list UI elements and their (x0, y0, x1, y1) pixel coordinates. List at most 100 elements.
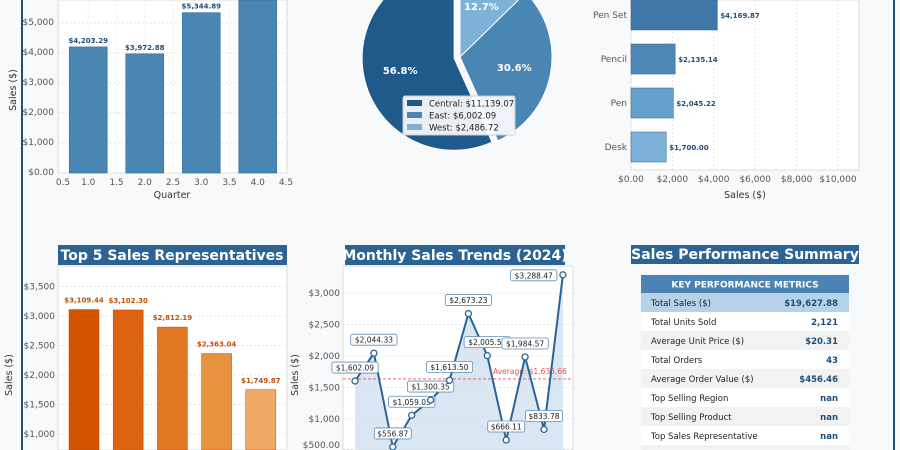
product-sales-chart: $0.00 $2,000 $4,000 $6,000 $8,000 $10,000 Pen … (593, 0, 860, 201)
y-tick-label: $2,000 (23, 108, 55, 118)
y-tick-label: $2,500 (24, 342, 56, 352)
data-label-box (407, 380, 455, 393)
x-tick-label: 2.0 (138, 178, 153, 188)
data-label: $2,045.22 (676, 100, 716, 108)
y-tick-label: $3,000 (24, 312, 56, 322)
table-row: Average Order Value ($) $456.46 (641, 369, 849, 388)
data-label: $2,673.23 (449, 296, 487, 305)
x-tick-label: 0.5 (56, 178, 70, 188)
table-row-bg (641, 331, 849, 350)
bar (68, 46, 108, 174)
y-tick-label: $3,000 (23, 78, 55, 88)
data-label-box (487, 420, 526, 433)
top-reps-chart: $1,000 $1,500 $2,000 $2,500 $3,000 $3,500 Top … (4, 245, 288, 450)
data-label-box (510, 269, 558, 282)
pie-pct-label: 30.6% (497, 63, 532, 74)
bar (630, 87, 674, 119)
table-row: Total Units Sold 2,121 (641, 312, 849, 331)
data-label-box (350, 333, 398, 346)
metric-label: Top Sales Representative (650, 432, 758, 442)
data-label-box (425, 360, 474, 373)
data-label: $1,602.09 (336, 364, 374, 373)
pie-pct-label: 12.7% (464, 2, 499, 13)
bar (125, 53, 165, 174)
average-label: Average: $1,635.66 (493, 367, 567, 376)
chart-title-banner (345, 245, 565, 265)
data-label: $833.78 (528, 412, 559, 421)
x-tick-label: 4.0 (251, 178, 266, 188)
y-tick-label: $1,500 (24, 401, 56, 411)
table-row-bg (641, 293, 849, 312)
data-label: $1,984.57 (506, 339, 544, 348)
x-tick-label: 1.0 (81, 178, 96, 188)
data-point (483, 352, 491, 360)
table-row-bg (641, 312, 849, 331)
metric-value: $19,627.88 (784, 299, 838, 309)
y-tick-label: $4,000 (23, 48, 55, 58)
bar (68, 309, 100, 450)
bar (201, 353, 232, 450)
x-tick-label: $8,000 (781, 175, 813, 185)
data-point (389, 443, 397, 450)
data-label: $556.87 (377, 429, 408, 438)
pie-slice-west (459, 0, 519, 59)
data-label: $1,059.03 (393, 398, 431, 407)
table-row: Top Selling Product nan (641, 407, 849, 426)
table-row: Total Orders 43 (641, 350, 849, 369)
data-label: $2,812.19 (153, 314, 193, 322)
y-tick-label: $1,500 (309, 384, 341, 394)
metric-label: Average Order Value ($) (651, 375, 754, 385)
x-axis-label: Quarter (154, 190, 191, 201)
data-label: $4,169.87 (720, 12, 760, 20)
data-label-box (525, 410, 563, 422)
data-label: $3,288.47 (515, 271, 553, 280)
data-point (502, 436, 510, 444)
category-label: Desk (605, 143, 628, 153)
bar (630, 131, 667, 163)
data-label: $4,203.29 (69, 37, 109, 45)
metric-value: nan (820, 432, 838, 442)
metric-label: Total Orders (650, 356, 703, 366)
data-label: $1,613.50 (430, 363, 468, 372)
bar (245, 389, 277, 450)
bar (238, 0, 278, 174)
data-label: $2,363.04 (197, 341, 237, 349)
metric-value: 43 (826, 356, 838, 366)
data-point (445, 376, 454, 384)
data-label-box (444, 294, 492, 306)
data-label: $2,044.33 (355, 336, 393, 345)
table-row: Total Sales ($) $19,627.88 (641, 293, 849, 312)
data-point (521, 353, 529, 361)
y-tick-label: $0.00 (28, 168, 54, 178)
y-tick-label: $2,500 (309, 321, 341, 331)
data-point (559, 271, 567, 279)
x-tick-label: $6,000 (739, 175, 771, 185)
table-row-bg (641, 350, 849, 369)
legend-entry: West: $2,486.72 (429, 124, 499, 134)
y-tick-label: $1,000 (24, 430, 56, 440)
summary-table: Sales Performance Summary KEY PERFORMANCE… (631, 245, 859, 450)
metric-value: $20.31 (805, 337, 838, 347)
legend-swatch (407, 124, 422, 130)
regional-sales-pie-chart: 56.8% 30.6% 12.7% Central: $11,139.07 East: … (361, 0, 553, 151)
table-row: Top Sales Representative nan (641, 426, 849, 445)
bar (630, 0, 718, 31)
metric-value: nan (820, 413, 838, 423)
data-label: $3,109.44 (64, 297, 104, 305)
bar (112, 309, 144, 450)
y-tick-label: $500.00 (303, 441, 340, 450)
data-point (408, 411, 416, 419)
metric-value: 2,121 (811, 318, 838, 328)
bar (181, 12, 221, 174)
table-row-bg (641, 407, 849, 426)
x-tick-label: $0.00 (618, 175, 644, 185)
chart-title: Monthly Sales Trends (2024) (342, 248, 567, 264)
data-label: $1,749.87 (241, 377, 281, 385)
y-tick-label: $2,000 (24, 371, 56, 381)
y-axis-label: Sales ($) (4, 354, 15, 396)
y-tick-label: $2,000 (309, 352, 341, 362)
table-row (641, 445, 849, 450)
category-label: Pen Set (593, 11, 627, 21)
x-tick-label: 4.5 (279, 178, 293, 188)
